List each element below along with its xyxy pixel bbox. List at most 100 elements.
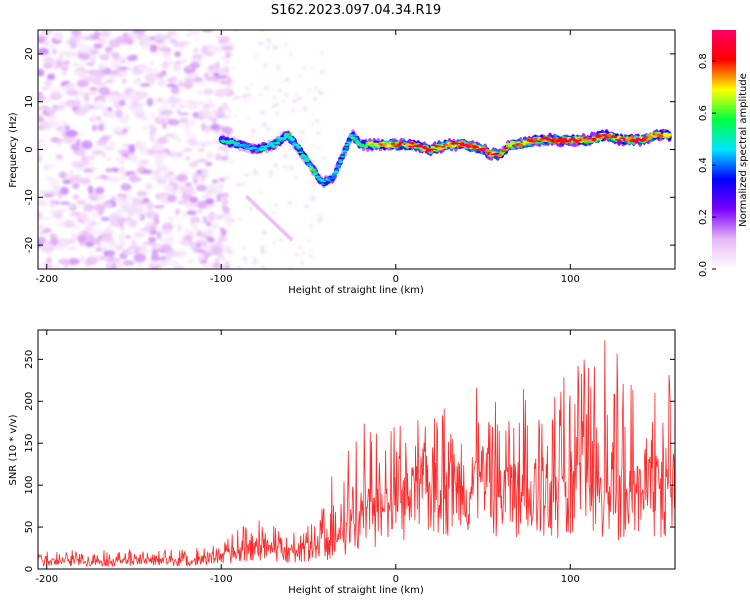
noise-blob — [38, 138, 45, 143]
noise-blob — [95, 115, 101, 121]
noise-blob — [177, 82, 184, 87]
ridge-cell — [367, 141, 373, 145]
noise-blob — [97, 197, 104, 202]
noise-blob — [52, 211, 63, 219]
noise-blob — [230, 217, 235, 222]
ridge-cell — [447, 145, 452, 148]
ridge-cell — [667, 133, 672, 136]
noise-blob — [80, 35, 94, 41]
noise-blob — [291, 108, 295, 113]
noise-blob — [184, 33, 192, 38]
noise-blob — [228, 53, 234, 56]
noise-blob — [171, 104, 176, 109]
noise-blob — [91, 124, 98, 132]
noise-blob — [52, 47, 57, 55]
noise-blob — [71, 232, 77, 239]
noise-blob — [282, 153, 289, 159]
ridge-cell — [290, 137, 295, 141]
noise-blob — [129, 218, 135, 225]
noise-blob — [206, 237, 216, 243]
noise-blob — [215, 153, 222, 161]
noise-blob — [184, 226, 190, 236]
noise-blob — [69, 178, 78, 186]
noise-blob — [276, 88, 283, 92]
noise-blob — [177, 112, 190, 116]
noise-blob — [64, 129, 78, 138]
noise-blob — [155, 217, 160, 225]
noise-blob — [115, 155, 127, 164]
noise-blob — [209, 214, 221, 218]
y-tick-label: 0 — [24, 146, 35, 152]
noise-blob — [282, 165, 289, 169]
noise-blob — [117, 208, 125, 213]
noise-blob — [257, 42, 264, 46]
noise-blob — [281, 80, 285, 84]
noise-blob — [104, 46, 113, 53]
spectrogram-noise — [38, 30, 327, 269]
noise-blob — [108, 94, 119, 103]
noise-blob — [44, 56, 55, 64]
noise-blob — [312, 144, 315, 148]
noise-blob — [202, 251, 213, 257]
noise-blob — [156, 78, 167, 87]
ridge-cell — [235, 142, 241, 145]
noise-blob — [85, 241, 95, 247]
noise-blob — [116, 92, 128, 102]
noise-blob — [236, 95, 241, 100]
noise-blob — [155, 97, 165, 103]
noise-blob — [192, 173, 199, 181]
ridge-cell — [532, 137, 538, 141]
noise-blob — [302, 106, 308, 111]
ridge-cell — [294, 143, 300, 147]
noise-blob — [50, 237, 59, 246]
noise-blob — [314, 119, 321, 123]
noise-blob — [43, 193, 54, 198]
noise-blob — [167, 250, 180, 257]
noise-blob — [97, 123, 105, 132]
noise-blob — [107, 257, 121, 263]
spectrogram-x-ticks: -200 -100 0 100 — [35, 30, 580, 285]
noise-blob — [276, 65, 281, 70]
ridge-cell — [646, 138, 651, 141]
noise-blob — [234, 114, 237, 118]
noise-blob — [185, 132, 192, 138]
noise-blob — [66, 246, 78, 251]
noise-blob — [161, 152, 169, 159]
noise-blob — [120, 183, 132, 191]
noise-blob — [91, 212, 100, 219]
noise-blob — [131, 239, 137, 249]
noise-blob — [307, 239, 311, 242]
noise-blob — [185, 156, 190, 161]
noise-blob — [115, 109, 124, 118]
noise-blob — [58, 238, 71, 247]
noise-blob — [230, 42, 233, 48]
noise-blob — [39, 230, 48, 235]
noise-blob — [321, 157, 327, 160]
noise-blob — [258, 93, 263, 97]
noise-blob — [96, 99, 105, 107]
noise-blob — [146, 149, 157, 156]
noise-blob — [76, 235, 86, 243]
ridge-cell — [229, 139, 235, 143]
noise-blob — [170, 260, 179, 266]
noise-blob — [95, 186, 105, 194]
ridge-cell — [587, 137, 593, 140]
noise-blob — [200, 232, 206, 238]
noise-blob — [81, 140, 93, 150]
ridge-cell — [304, 160, 310, 162]
ridge-cell — [275, 141, 281, 145]
figure-title: S162.2023.097.04.34.R19 — [271, 3, 441, 18]
noise-blob — [226, 84, 233, 89]
y-tick-label: 150 — [24, 434, 35, 453]
colorbar: 0.0 0.2 0.4 0.6 0.8 Normalized spectral ampl… — [698, 30, 749, 277]
ridge-cell — [329, 177, 335, 180]
ridge-cell — [440, 146, 446, 148]
noise-blob — [262, 121, 267, 127]
noise-blob — [96, 241, 102, 247]
noise-blob — [186, 79, 196, 83]
noise-blob — [161, 227, 173, 235]
noise-blob — [195, 101, 206, 107]
noise-blob — [105, 78, 115, 84]
noise-blob — [167, 233, 174, 242]
noise-blob — [205, 221, 212, 227]
